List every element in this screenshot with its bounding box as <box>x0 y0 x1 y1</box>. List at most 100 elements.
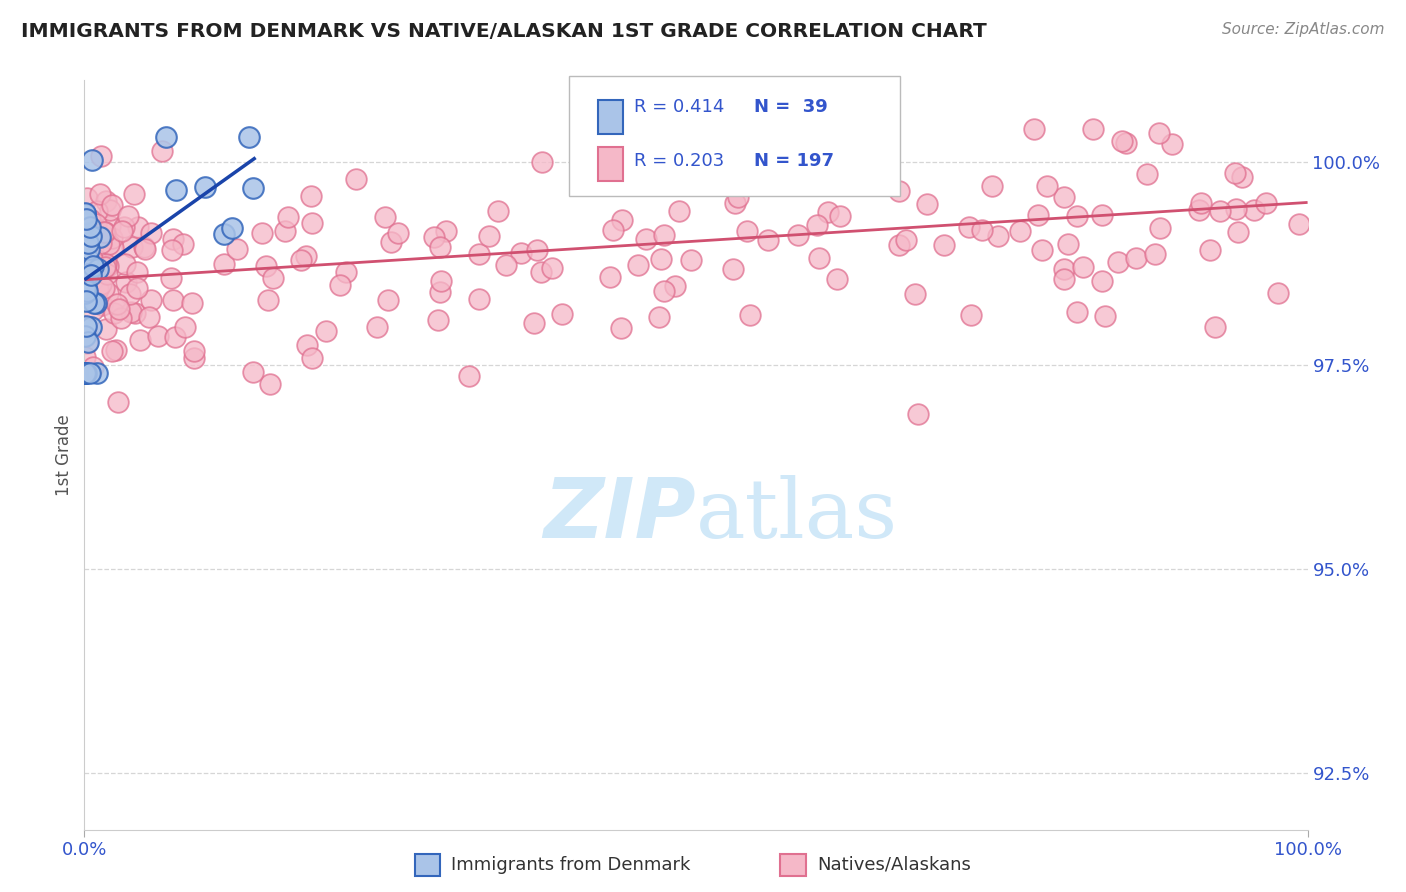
Point <box>1143 247 1166 261</box>
Point <box>124 306 146 320</box>
Point <box>1225 202 1247 216</box>
Point <box>80 268 103 283</box>
Text: R = 0.203: R = 0.203 <box>634 152 724 169</box>
Point <box>374 210 396 224</box>
Point <box>86 367 108 381</box>
Point <box>894 234 917 248</box>
Point <box>827 272 849 286</box>
Point <box>723 261 745 276</box>
Point <box>652 284 675 298</box>
Point <box>93 260 115 274</box>
Point <box>423 229 446 244</box>
Point <box>380 235 402 249</box>
Point <box>214 257 236 271</box>
Point <box>932 238 955 252</box>
Point <box>668 203 690 218</box>
Point <box>110 311 132 326</box>
Point <box>132 239 155 253</box>
Point <box>1223 166 1246 180</box>
Point <box>1090 274 1112 288</box>
Point <box>76 268 98 282</box>
Point <box>107 301 129 316</box>
Point <box>152 144 174 158</box>
Point <box>634 232 657 246</box>
Point <box>650 252 672 266</box>
Point <box>274 224 297 238</box>
Point <box>122 186 145 201</box>
Point <box>165 330 187 344</box>
Point <box>87 262 110 277</box>
Point <box>120 305 142 319</box>
Point <box>117 209 139 223</box>
Point <box>1226 225 1249 239</box>
Point <box>96 286 118 301</box>
Point <box>277 210 299 224</box>
Point <box>595 154 617 169</box>
Point <box>93 225 115 239</box>
Point <box>73 290 96 304</box>
Point <box>104 343 127 357</box>
Point <box>252 226 274 240</box>
Point <box>221 220 243 235</box>
Point <box>727 190 749 204</box>
Point <box>430 274 453 288</box>
Point <box>138 310 160 324</box>
Point <box>599 270 621 285</box>
Point <box>100 231 122 245</box>
Point <box>127 220 149 235</box>
Point <box>80 252 103 267</box>
Point <box>84 217 107 231</box>
Point <box>530 265 553 279</box>
Point <box>97 259 120 273</box>
Point <box>79 367 101 381</box>
Point <box>165 184 187 198</box>
Point <box>1111 134 1133 148</box>
Point <box>301 351 323 365</box>
Point <box>91 297 114 311</box>
Point <box>756 233 779 247</box>
Point <box>1053 261 1076 276</box>
Point <box>1254 196 1277 211</box>
Point <box>86 203 108 218</box>
Point <box>664 278 686 293</box>
Point <box>84 221 107 235</box>
Point <box>737 224 759 238</box>
Point <box>107 394 129 409</box>
Point <box>1288 217 1310 231</box>
Text: ZIP: ZIP <box>543 475 696 556</box>
Point <box>118 287 141 301</box>
Point <box>80 228 103 243</box>
Point <box>652 227 675 242</box>
Point <box>90 149 112 163</box>
Point <box>77 267 100 281</box>
Text: IMMIGRANTS FROM DENMARK VS NATIVE/ALASKAN 1ST GRADE CORRELATION CHART: IMMIGRANTS FROM DENMARK VS NATIVE/ALASKA… <box>21 22 987 41</box>
Point <box>1071 260 1094 274</box>
Point <box>468 247 491 261</box>
Point <box>77 235 100 250</box>
Point <box>114 257 136 271</box>
Point <box>183 344 205 359</box>
Point <box>1026 208 1049 222</box>
Point <box>94 194 117 208</box>
Point <box>806 219 828 233</box>
Point <box>256 293 278 307</box>
Point <box>194 179 217 194</box>
Point <box>226 242 249 256</box>
Point <box>75 207 97 221</box>
Point <box>828 210 851 224</box>
Point <box>75 294 97 309</box>
Point <box>638 149 661 163</box>
Point <box>125 265 148 279</box>
Point <box>817 205 839 219</box>
Point <box>904 287 927 301</box>
Point <box>112 219 135 234</box>
Point <box>1149 221 1171 235</box>
Point <box>76 191 98 205</box>
Point <box>98 219 121 234</box>
Point <box>79 219 101 234</box>
Point <box>434 224 457 238</box>
Point <box>335 265 357 279</box>
Point <box>957 219 980 234</box>
Point <box>724 196 747 211</box>
Point <box>1053 272 1076 286</box>
